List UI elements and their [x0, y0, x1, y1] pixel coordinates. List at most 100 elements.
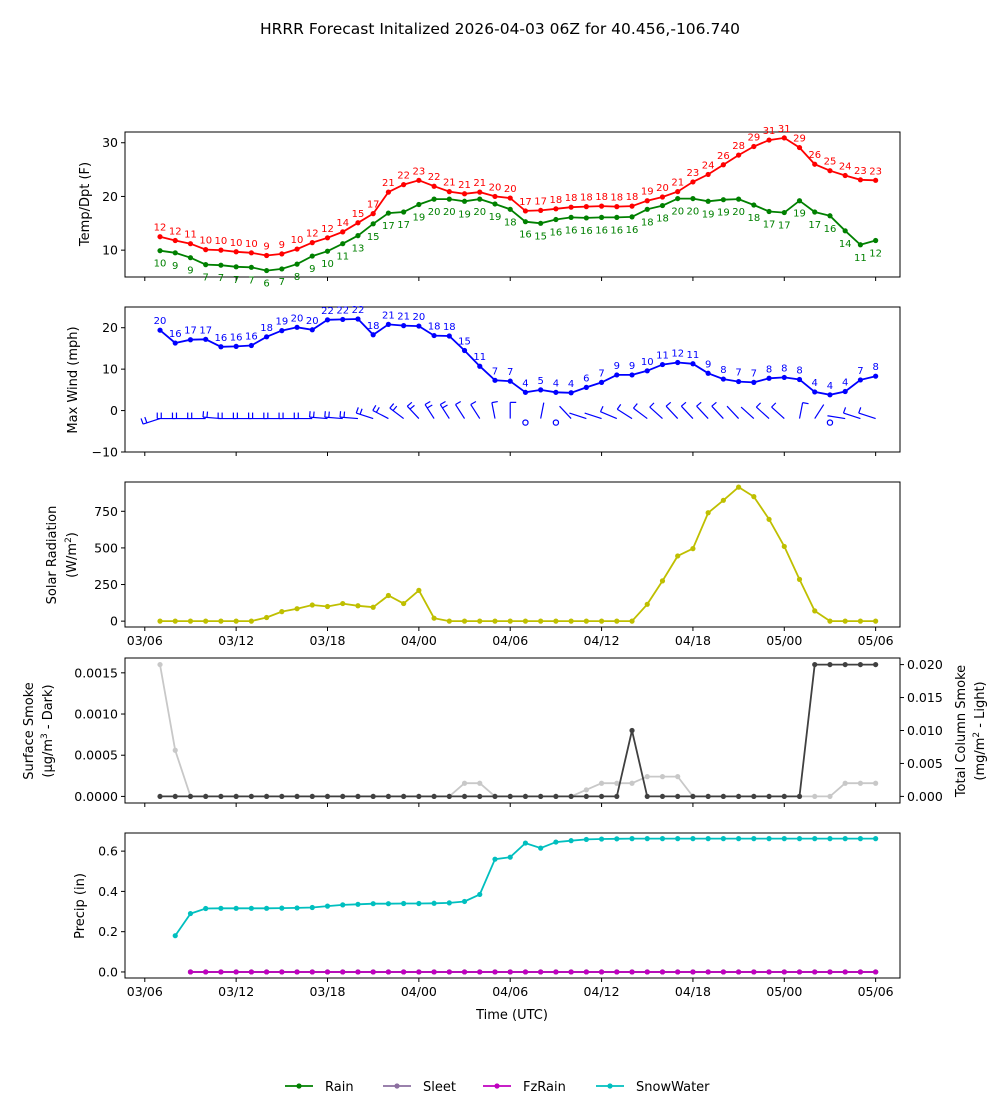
- wind-barb-staff: [356, 412, 374, 420]
- wind-barb: [424, 401, 435, 419]
- wind-barb-staff: [559, 405, 572, 419]
- panel-solar-frame: [124, 481, 901, 628]
- surface-smoke-point: [187, 793, 194, 800]
- total-column-smoke-point: [598, 780, 605, 786]
- max-wind-point: [264, 334, 270, 340]
- temperature-point: [538, 207, 544, 214]
- surface-smoke-point: [446, 793, 452, 800]
- max-wind-data-label: 7: [507, 367, 513, 378]
- snowwater-point: [873, 836, 879, 842]
- surface-smoke-line: [160, 663, 876, 798]
- surface-smoke-point: [720, 793, 726, 800]
- max-wind-data-label: 9: [614, 361, 620, 372]
- snowwater-point: [248, 905, 254, 911]
- dewpoint-point: [827, 213, 833, 219]
- temperature-data-label: 20: [504, 184, 517, 195]
- fzrain-point: [766, 969, 772, 975]
- dewpoint-data-label: 9: [187, 266, 193, 277]
- temperature-point: [157, 234, 163, 240]
- surface-smoke-point: [233, 793, 239, 800]
- legend-label: Sleet: [423, 1080, 456, 1095]
- solar-radiation-point: [401, 600, 407, 607]
- fzrain-point: [614, 969, 620, 975]
- temperature-data-label: 17: [534, 196, 547, 207]
- max-wind-data-label: 22: [336, 305, 349, 316]
- solar-radiation-point: [675, 553, 681, 559]
- max-wind-data-label: 20: [306, 316, 319, 327]
- fzrain-point: [568, 969, 574, 975]
- wind-barb-staff: [771, 406, 785, 420]
- solar-radiation-point: [538, 618, 544, 624]
- solar-radiation-point: [827, 618, 833, 624]
- temperature-data-label: 22: [397, 171, 410, 182]
- temperature-data-label: 22: [428, 172, 441, 183]
- wind-barb-staff: [439, 404, 450, 419]
- wind-barb-staff: [633, 407, 648, 420]
- snowwater-point: [644, 836, 650, 842]
- snowwater-point: [736, 836, 742, 842]
- temperature-data-label: 24: [702, 160, 715, 171]
- dewpoint-data-label: 7: [203, 273, 209, 284]
- wind-y-tick-label: 10: [102, 362, 118, 377]
- wind-barb: [470, 401, 481, 419]
- total-column-smoke-point: [873, 780, 879, 786]
- dewpoint-data-label: 15: [367, 232, 380, 243]
- wind-barb: [455, 401, 466, 419]
- max-wind-data-label: 17: [199, 325, 212, 336]
- temperature-data-label: 10: [215, 236, 228, 247]
- solar-y-tick-label: 500: [94, 540, 118, 555]
- dewpoint-point: [431, 196, 437, 202]
- wind-barb-staff: [142, 418, 161, 425]
- fzrain-point: [431, 969, 437, 975]
- max-wind-point: [187, 337, 194, 343]
- precip-x-tick-label: 04/06: [492, 984, 528, 999]
- fzrain-point: [233, 969, 239, 975]
- fzrain-point: [644, 969, 650, 975]
- solar-x-tick-label: 03/06: [127, 633, 163, 648]
- dewpoint-point: [614, 214, 620, 220]
- max-wind-point: [842, 388, 848, 395]
- dewpoint-point: [264, 267, 270, 274]
- smoke-y-tick-label: 0.0015: [74, 665, 118, 680]
- surface-smoke-point: [172, 793, 178, 800]
- smoke-y-tick-label: 0.0010: [74, 707, 118, 722]
- surface-smoke-point: [309, 793, 315, 800]
- max-wind-data-label: 22: [352, 305, 365, 316]
- dewpoint-data-label: 19: [458, 209, 471, 220]
- snowwater-point: [477, 891, 483, 898]
- temperature-point: [264, 252, 270, 259]
- dewpoint-point: [583, 215, 589, 221]
- wind-barb: [406, 401, 420, 419]
- snowwater-line: [174, 837, 876, 937]
- solar-x-tick-label: 04/12: [584, 633, 620, 648]
- dewpoint-data-label: 20: [687, 207, 700, 218]
- snowwater-point: [812, 836, 818, 842]
- dewpoint-data-label: 7: [233, 275, 239, 286]
- wind-barb: [540, 402, 545, 419]
- surface-smoke-point: [218, 793, 224, 800]
- surface-smoke-point: [598, 793, 605, 800]
- wind-y-tick-label: 20: [102, 320, 118, 335]
- total-column-smoke-point: [812, 793, 818, 800]
- surface-smoke-point: [842, 661, 848, 668]
- solar-radiation-point: [218, 618, 224, 624]
- surface-smoke-point: [812, 661, 818, 668]
- solar-radiation-point: [705, 510, 711, 516]
- wind-barb-staff: [600, 411, 618, 420]
- total-column-smoke-point: [827, 793, 833, 800]
- panel-wind-frame: [124, 306, 901, 453]
- panel-temp-dewpoint: Temp/Dpt (F): [78, 131, 901, 278]
- max-wind-data-label: 21: [397, 312, 410, 323]
- temperature-point: [644, 198, 650, 204]
- dewpoint-point: [477, 196, 483, 202]
- temperature-point: [659, 194, 666, 200]
- dewpoint-point: [705, 198, 711, 204]
- max-wind-data-label: 8: [720, 365, 726, 376]
- precip-y-tick-label: 0.6: [98, 844, 118, 859]
- temperature-data-label: 23: [854, 166, 867, 177]
- snowwater-point: [522, 840, 529, 846]
- max-wind-data-label: 11: [656, 351, 669, 362]
- dewpoint-data-label: 11: [854, 253, 867, 264]
- total-column-smoke-point: [675, 774, 681, 780]
